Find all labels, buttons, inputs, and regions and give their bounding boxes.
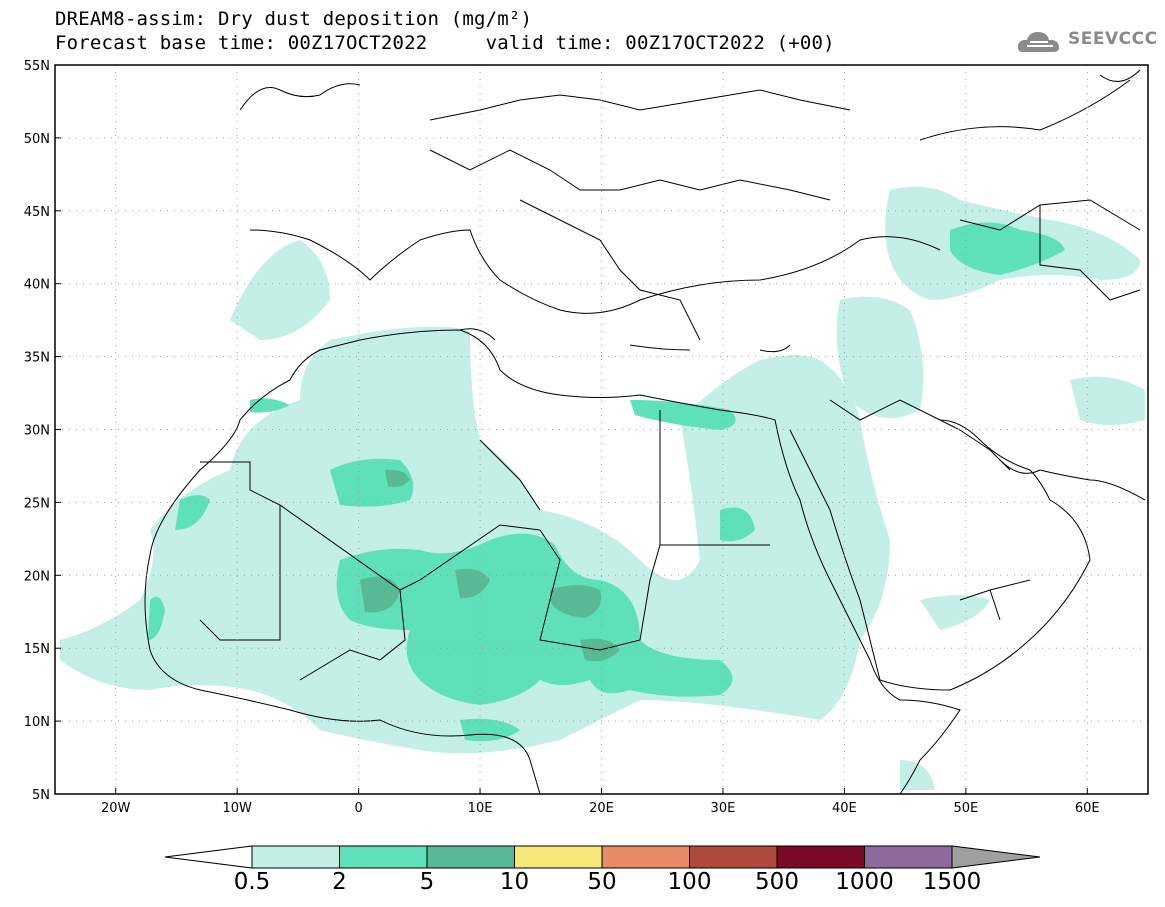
lon-tick-label: 10E bbox=[468, 801, 493, 816]
lat-tick-label: 5N bbox=[32, 788, 50, 803]
lat-tick-label: 25N bbox=[24, 496, 50, 511]
map-title: DREAM8-assim: Dry dust deposition (mg/m²… bbox=[55, 8, 533, 30]
coastlines-and-borders bbox=[144, 69, 1146, 794]
colorbar-label: 500 bbox=[755, 869, 799, 895]
lat-tick-label: 30N bbox=[24, 424, 50, 439]
dust-fields bbox=[60, 186, 1145, 790]
lat-tick-label: 50N bbox=[24, 132, 50, 147]
lat-tick-label: 35N bbox=[24, 351, 50, 366]
lat-tick-label: 20N bbox=[24, 569, 50, 584]
lon-tick-label: 40E bbox=[832, 801, 857, 816]
colorbar-label: 1000 bbox=[835, 869, 894, 895]
colorbar-swatch bbox=[339, 845, 428, 869]
lat-tick-label: 10N bbox=[24, 715, 50, 730]
colorbar-label: 100 bbox=[667, 869, 712, 895]
lat-tick-label: 55N bbox=[24, 59, 50, 74]
axis-ticks: 20W 10W 0 10E 20E 30E 40E 50E 60E 55N 50N 45N 40N 35N… bbox=[24, 59, 1100, 816]
lon-tick-label: 50E bbox=[953, 801, 978, 816]
lon-tick-label: 10W bbox=[222, 801, 252, 816]
lon-tick-label: 20E bbox=[589, 801, 614, 816]
colorbar-label: 5 bbox=[419, 869, 435, 895]
colorbar-label: 2 bbox=[332, 869, 347, 895]
lon-tick-label: 60E bbox=[1075, 801, 1100, 816]
colorbar-label: 0.5 bbox=[233, 869, 271, 895]
lon-tick-label: 20W bbox=[101, 801, 131, 816]
colorbar bbox=[164, 845, 1041, 869]
lon-tick-label: 0 bbox=[354, 801, 362, 816]
colorbar-label: 50 bbox=[587, 869, 617, 895]
colorbar-under-arrow bbox=[164, 845, 253, 869]
logo-text: SEEVCCC bbox=[1068, 29, 1158, 49]
colorbar-swatch bbox=[776, 845, 865, 869]
colorbar-swatch bbox=[251, 845, 340, 869]
colorbar-swatch bbox=[864, 845, 953, 869]
lon-tick-label: 30E bbox=[711, 801, 736, 816]
colorbar-label: 1500 bbox=[922, 869, 982, 895]
cloud-logo-icon bbox=[1017, 32, 1060, 52]
colorbar-swatch bbox=[601, 845, 690, 869]
colorbar-swatch bbox=[426, 845, 515, 869]
forecast-time-line: Forecast base time: 00Z17OCT2022 valid t… bbox=[55, 32, 835, 54]
colorbar-over-arrow bbox=[951, 845, 1041, 869]
colorbar-swatch bbox=[514, 845, 603, 869]
colorbar-label: 10 bbox=[499, 869, 530, 895]
lat-tick-label: 40N bbox=[24, 278, 50, 293]
lat-tick-label: 45N bbox=[24, 205, 50, 220]
colorbar-swatch bbox=[689, 845, 778, 869]
lat-tick-label: 15N bbox=[24, 642, 50, 657]
